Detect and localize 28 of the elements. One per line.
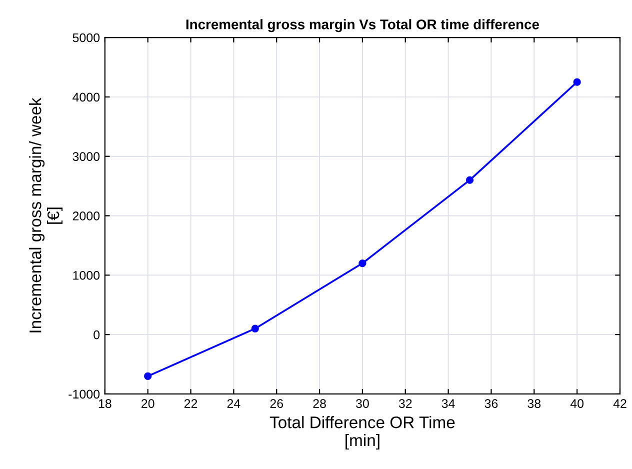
y-tick-label: 0 <box>94 330 100 340</box>
y-tick-label: -1000 <box>68 390 100 399</box>
y-tick-label: 1000 <box>73 270 100 280</box>
x-tick-label: 20 <box>142 399 154 408</box>
x-tick-label: 24 <box>227 399 240 408</box>
point <box>144 372 152 380</box>
point <box>573 78 581 86</box>
x-tick-label: 34 <box>442 399 455 408</box>
x-tick-label: 18 <box>98 399 112 408</box>
x-axis-title: Total Difference OR Time [min] <box>270 416 455 450</box>
point <box>466 176 474 184</box>
point <box>358 259 366 268</box>
x-tick-label: 36 <box>484 399 498 408</box>
y-tick-label: 2000 <box>72 212 100 220</box>
point <box>251 324 259 332</box>
x-tick-label: 22 <box>184 399 198 408</box>
x-tick-label: 42 <box>613 399 626 408</box>
x-tick-label: 28 <box>313 399 326 408</box>
y-tick-label: 4000 <box>72 92 100 102</box>
chart-title: Incremental gross margin Vs Total OR time difference <box>186 19 539 32</box>
y-axis-title: Incremental gross margin/ week [€] <box>29 98 63 332</box>
y-tick-label: 5000 <box>72 33 100 42</box>
x-tick-label: 40 <box>570 399 584 408</box>
y-tick-label: 3000 <box>72 152 100 161</box>
x-tick-label: 26 <box>270 399 284 408</box>
x-tick-label: 30 <box>356 399 369 408</box>
x-tick-label: 38 <box>528 399 541 408</box>
x-tick-label: 32 <box>398 399 412 408</box>
